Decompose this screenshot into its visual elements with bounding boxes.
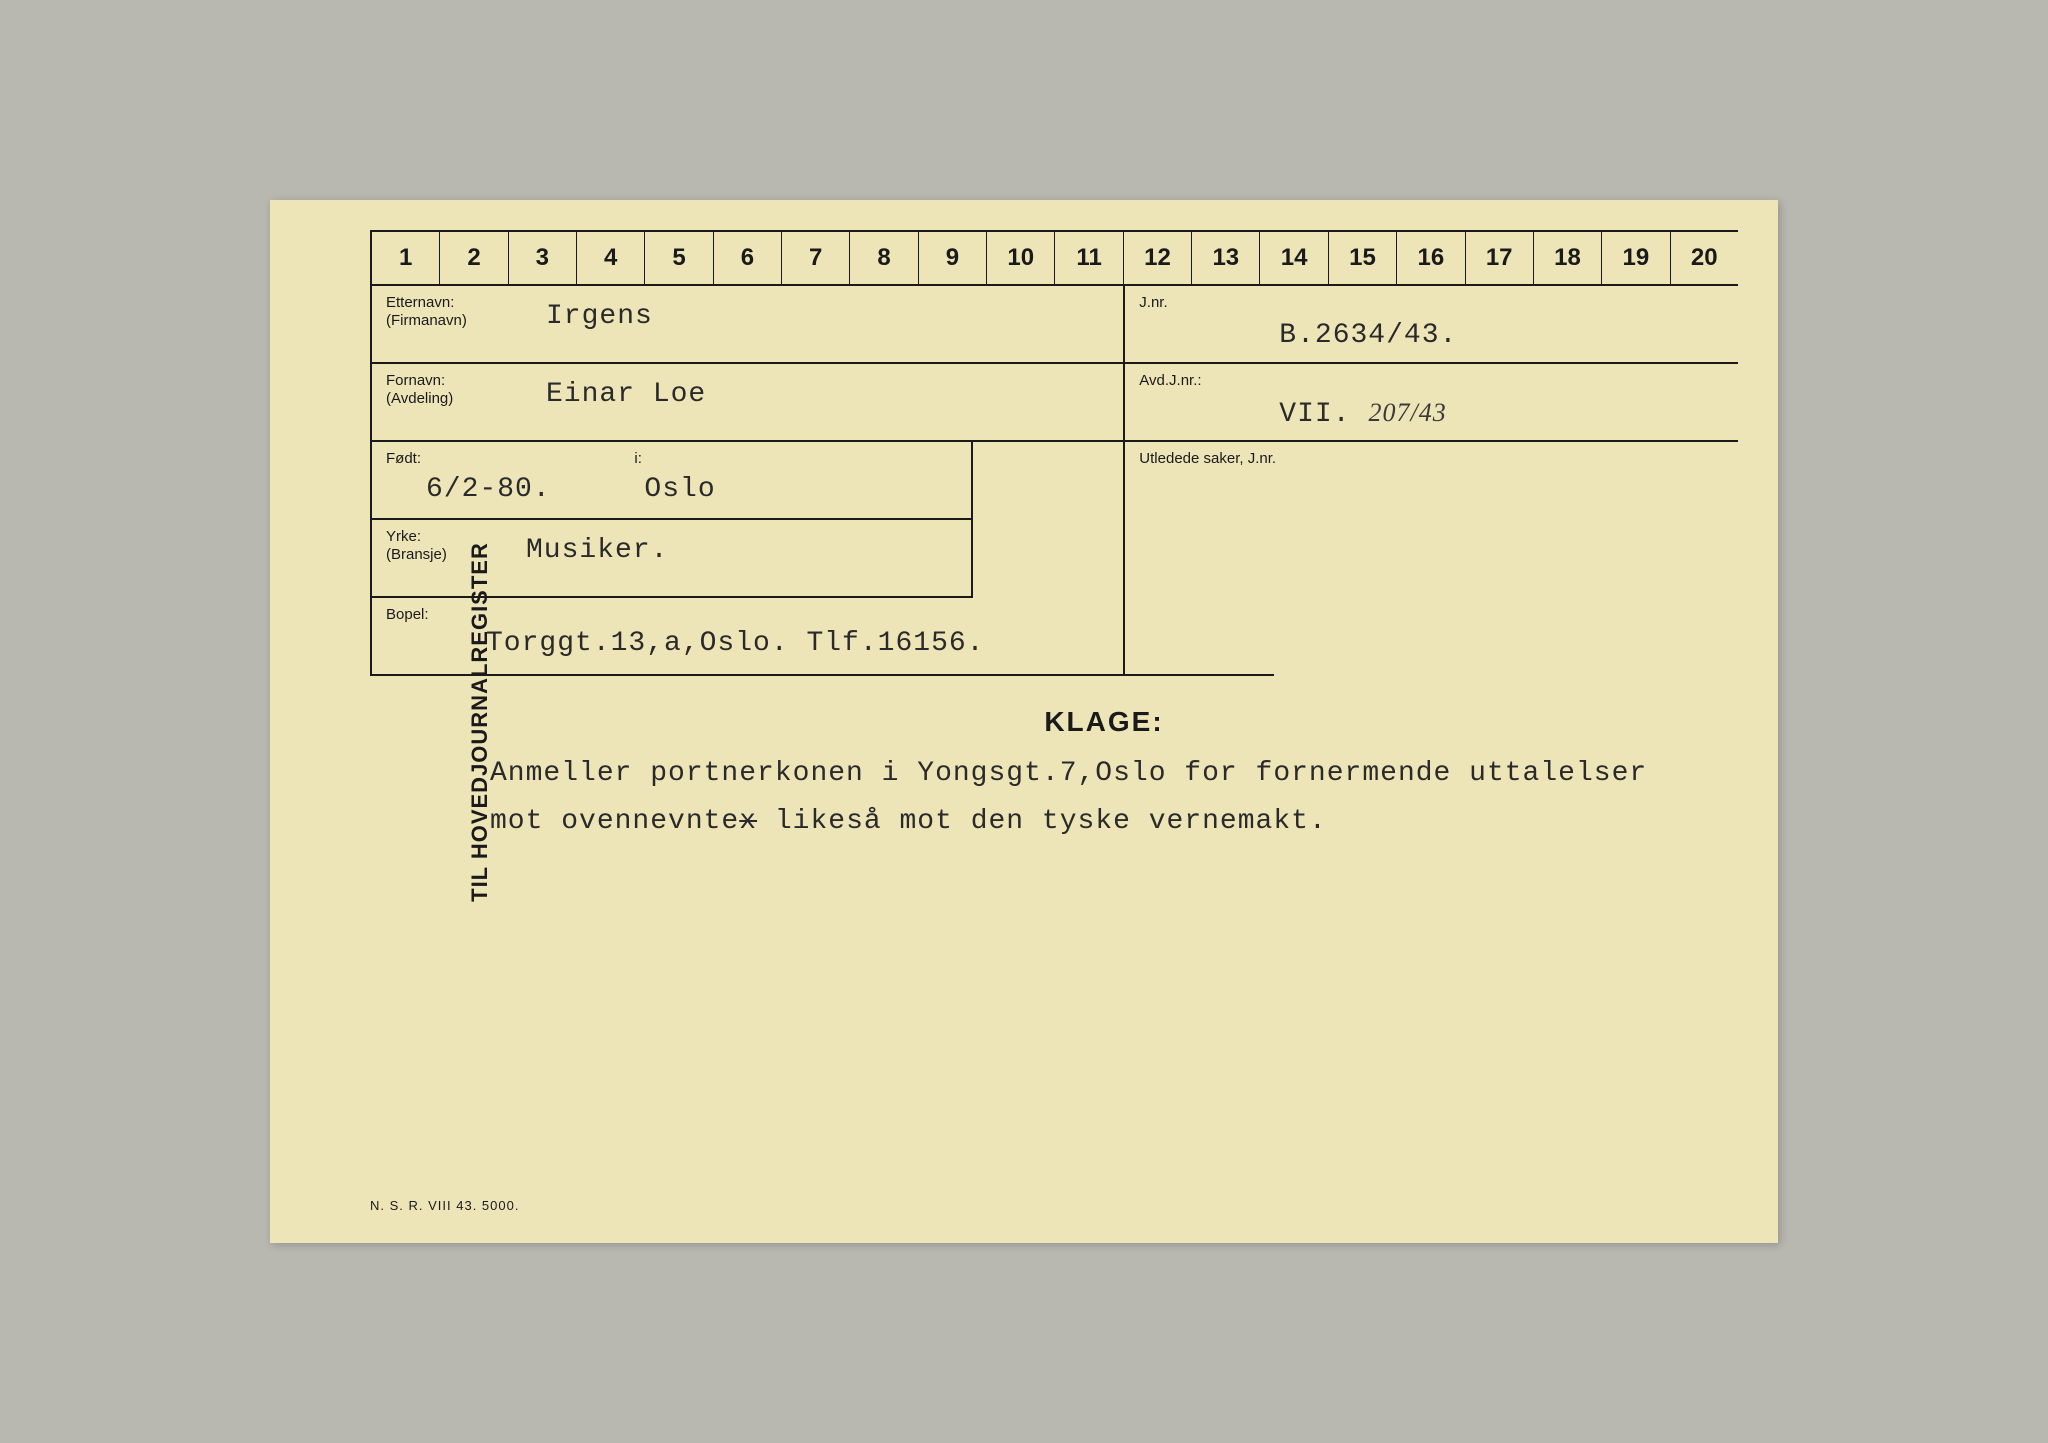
number-cell: 2 bbox=[440, 232, 508, 284]
number-ruler: 1 2 3 4 5 6 7 8 9 10 11 12 13 14 15 16 1… bbox=[370, 230, 1738, 286]
fornavn-value: Einar Loe bbox=[546, 379, 1109, 410]
fodt-i-value: Oslo bbox=[644, 474, 957, 505]
klage-line2-a: mot ovennevnte bbox=[490, 806, 739, 837]
jnr-field: J.nr. B.2634/43. bbox=[1125, 286, 1738, 364]
number-cell: 3 bbox=[509, 232, 577, 284]
number-cell: 16 bbox=[1397, 232, 1465, 284]
number-cell: 10 bbox=[987, 232, 1055, 284]
klage-title: KLAGE: bbox=[490, 706, 1718, 738]
klage-line1: Anmeller portnerkonen i Yongsgt.7,Oslo f… bbox=[490, 758, 1647, 789]
number-cell: 4 bbox=[577, 232, 645, 284]
number-cell: 7 bbox=[782, 232, 850, 284]
number-cell: 11 bbox=[1055, 232, 1123, 284]
number-cell: 8 bbox=[850, 232, 918, 284]
number-cell: 6 bbox=[714, 232, 782, 284]
number-cell: 1 bbox=[372, 232, 440, 284]
avdjnr-value: VII. 207/43 bbox=[1279, 398, 1446, 430]
yrke-field: Yrke: (Bransje) Musiker. bbox=[372, 520, 973, 598]
field-label: Utledede saker, J.nr. bbox=[1139, 450, 1724, 468]
yrke-value: Musiker. bbox=[526, 535, 957, 566]
utledede-field: Utledede saker, J.nr. bbox=[1125, 442, 1738, 600]
etternavn-field: Etternavn: (Firmanavn) Irgens bbox=[372, 286, 1123, 364]
fornavn-field: Fornavn: (Avdeling) Einar Loe bbox=[372, 364, 1123, 442]
number-cell: 13 bbox=[1192, 232, 1260, 284]
left-column: Etternavn: (Firmanavn) Irgens Fornavn: (… bbox=[372, 286, 1123, 676]
footer-code: N. S. R. VIII 43. 5000. bbox=[370, 1198, 519, 1213]
jnr-value: B.2634/43. bbox=[1279, 320, 1724, 351]
number-cell: 18 bbox=[1534, 232, 1602, 284]
number-cell: 9 bbox=[919, 232, 987, 284]
etternavn-value: Irgens bbox=[546, 301, 1109, 332]
field-label: Avd.J.nr.: bbox=[1139, 372, 1724, 390]
number-cell: 17 bbox=[1466, 232, 1534, 284]
number-cell: 15 bbox=[1329, 232, 1397, 284]
number-cell: 5 bbox=[645, 232, 713, 284]
klage-body: Anmeller portnerkonen i Yongsgt.7,Oslo f… bbox=[490, 750, 1718, 845]
avdjnr-handwritten: 207/43 bbox=[1369, 398, 1447, 428]
klage-line2-b: likeså mot den tyske vernemakt. bbox=[757, 806, 1327, 837]
field-label: i: bbox=[634, 450, 957, 468]
fodt-value: 6/2-80. bbox=[426, 474, 614, 505]
number-cell: 14 bbox=[1260, 232, 1328, 284]
klage-section: KLAGE: Anmeller portnerkonen i Yongsgt.7… bbox=[370, 676, 1738, 865]
number-cell: 20 bbox=[1671, 232, 1738, 284]
register-card: TIL HOVEDJOURNALREGISTER 1 2 3 4 5 6 7 8… bbox=[270, 200, 1778, 1243]
fodt-field: Født: 6/2-80. i: Oslo bbox=[372, 442, 973, 520]
number-cell: 12 bbox=[1124, 232, 1192, 284]
number-cell: 19 bbox=[1602, 232, 1670, 284]
klage-strike: x bbox=[739, 806, 757, 837]
field-label: Bopel: bbox=[386, 606, 1260, 624]
avdjnr-typed: VII. bbox=[1279, 399, 1350, 430]
bopel-field: Bopel: Torggt.13,a,Oslo. Tlf.16156. bbox=[372, 598, 1274, 676]
bopel-value: Torggt.13,a,Oslo. Tlf.16156. bbox=[486, 628, 1260, 659]
field-label: Født: bbox=[386, 450, 614, 468]
form-grid: Etternavn: (Firmanavn) Irgens Fornavn: (… bbox=[370, 286, 1738, 676]
avdjnr-field: Avd.J.nr.: VII. 207/43 bbox=[1125, 364, 1738, 442]
field-label: J.nr. bbox=[1139, 294, 1724, 312]
